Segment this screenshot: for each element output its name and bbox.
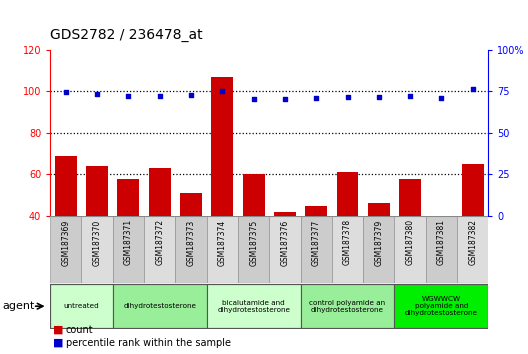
Point — [468, 87, 477, 92]
Text: GSM187371: GSM187371 — [124, 219, 133, 266]
Bar — [113, 216, 144, 283]
Text: control polyamide an
dihydrotestosterone: control polyamide an dihydrotestosterone — [309, 300, 385, 313]
Text: GDS2782 / 236478_at: GDS2782 / 236478_at — [50, 28, 203, 42]
Text: GSM187374: GSM187374 — [218, 219, 227, 266]
Point — [124, 93, 133, 99]
Bar — [238, 216, 269, 283]
Bar — [300, 284, 394, 328]
Text: GSM187375: GSM187375 — [249, 219, 258, 266]
Bar — [426, 216, 457, 283]
Bar — [300, 216, 332, 283]
Text: GSM187380: GSM187380 — [406, 219, 414, 266]
Bar — [457, 216, 488, 283]
Bar — [149, 168, 171, 216]
Bar — [363, 216, 394, 283]
Bar — [368, 204, 390, 216]
Bar — [55, 156, 77, 216]
Bar — [274, 212, 296, 216]
Bar — [206, 216, 238, 283]
Bar — [336, 172, 359, 216]
Text: GSM187381: GSM187381 — [437, 219, 446, 265]
Bar — [81, 216, 113, 283]
Text: ■: ■ — [53, 338, 63, 348]
Point — [249, 97, 258, 102]
Bar — [332, 216, 363, 283]
Bar — [394, 284, 488, 328]
Point — [62, 89, 70, 95]
Bar — [180, 193, 202, 216]
Point — [187, 92, 195, 98]
Bar — [305, 206, 327, 216]
Bar — [399, 178, 421, 216]
Text: GSM187369: GSM187369 — [61, 219, 70, 266]
Point — [343, 94, 352, 100]
Text: GSM187376: GSM187376 — [280, 219, 289, 266]
Point — [437, 95, 446, 101]
Point — [93, 91, 101, 97]
Bar — [206, 284, 300, 328]
Bar — [86, 166, 108, 216]
Text: GSM187377: GSM187377 — [312, 219, 320, 266]
Text: percentile rank within the sample: percentile rank within the sample — [66, 338, 231, 348]
Point — [218, 88, 227, 94]
Bar — [50, 216, 81, 283]
Bar — [211, 76, 233, 216]
Bar — [394, 216, 426, 283]
Point — [375, 94, 383, 100]
Text: agent: agent — [3, 301, 35, 311]
Bar — [113, 284, 206, 328]
Text: GSM187378: GSM187378 — [343, 219, 352, 266]
Text: untreated: untreated — [63, 303, 99, 309]
Bar — [175, 216, 206, 283]
Bar — [269, 216, 300, 283]
Text: GSM187379: GSM187379 — [374, 219, 383, 266]
Text: WGWWCW
polyamide and
dihydrotestosterone: WGWWCW polyamide and dihydrotestosterone — [405, 296, 478, 316]
Text: GSM187382: GSM187382 — [468, 219, 477, 265]
Bar — [144, 216, 175, 283]
Text: GSM187372: GSM187372 — [155, 219, 164, 266]
Text: dihydrotestosterone: dihydrotestosterone — [123, 303, 196, 309]
Bar — [117, 178, 139, 216]
Bar — [462, 164, 484, 216]
Point — [312, 95, 320, 101]
Point — [281, 96, 289, 102]
Point — [406, 93, 414, 99]
Point — [156, 93, 164, 99]
Text: count: count — [66, 325, 93, 335]
Text: ■: ■ — [53, 325, 63, 335]
Text: GSM187370: GSM187370 — [92, 219, 101, 266]
Text: bicalutamide and
dihydrotestosterone: bicalutamide and dihydrotestosterone — [217, 300, 290, 313]
Text: GSM187373: GSM187373 — [186, 219, 195, 266]
Bar — [50, 284, 113, 328]
Bar — [243, 175, 265, 216]
